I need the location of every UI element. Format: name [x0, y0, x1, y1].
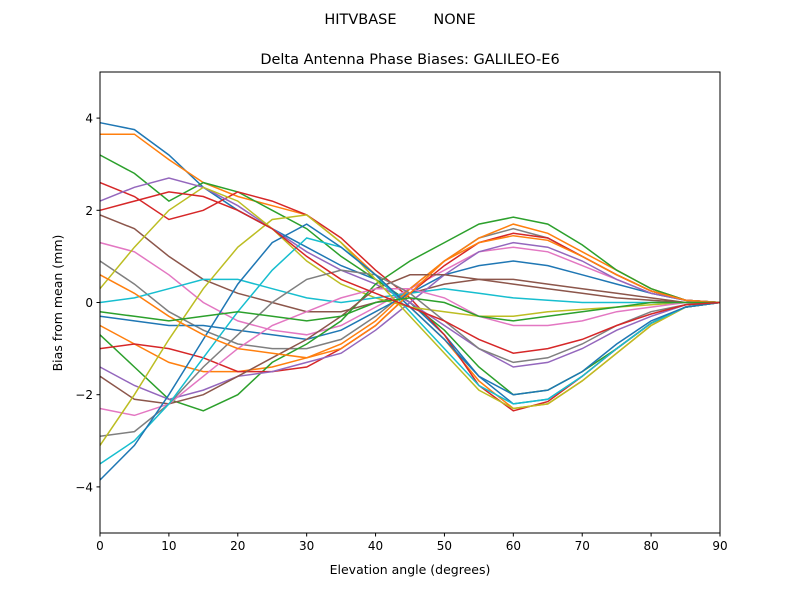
x-tick-label: 50	[437, 539, 452, 553]
series-line-20	[99, 237, 721, 465]
x-tick-label: 90	[712, 539, 727, 553]
series-line-17	[99, 287, 720, 417]
series-line-1	[99, 121, 721, 405]
series-line-22	[99, 234, 721, 359]
x-tick-label: 30	[299, 539, 314, 553]
x-axis-label: Elevation angle (degrees)	[330, 562, 491, 577]
y-tick-label: −2	[75, 388, 93, 402]
x-tick-label: 60	[506, 539, 521, 553]
y-tick-label: 2	[85, 204, 93, 218]
x-tick-label: 40	[368, 539, 383, 553]
series-line-4	[99, 181, 721, 412]
series-line-15	[99, 241, 721, 401]
y-axis: −4 −2 0 2 4	[75, 112, 100, 494]
y-tick-label: 0	[85, 296, 93, 310]
x-tick-label: 70	[575, 539, 590, 553]
series-line-19	[99, 214, 721, 446]
y-tick-label: −4	[75, 480, 93, 494]
series-line-24	[99, 191, 721, 354]
x-tick-label: 0	[96, 539, 104, 553]
suptitle: HITVBASE NONE	[324, 12, 475, 28]
series-line-21	[99, 223, 721, 481]
x-tick-label: 10	[161, 539, 176, 553]
y-tick-label: 4	[85, 112, 93, 126]
series-line-13	[99, 216, 721, 412]
x-axis: 0 10 20 30 40 50 60 70 80 90	[96, 533, 728, 553]
series-line-16	[99, 274, 720, 405]
x-tick-label: 80	[643, 539, 658, 553]
series-lines	[99, 121, 721, 481]
chart-title: Delta Antenna Phase Biases: GALILEO-E6	[260, 52, 559, 68]
x-tick-label: 20	[230, 539, 245, 553]
series-line-2	[100, 133, 721, 410]
y-axis-label: Bias from mean (mm)	[50, 235, 65, 372]
series-line-23	[99, 297, 720, 322]
